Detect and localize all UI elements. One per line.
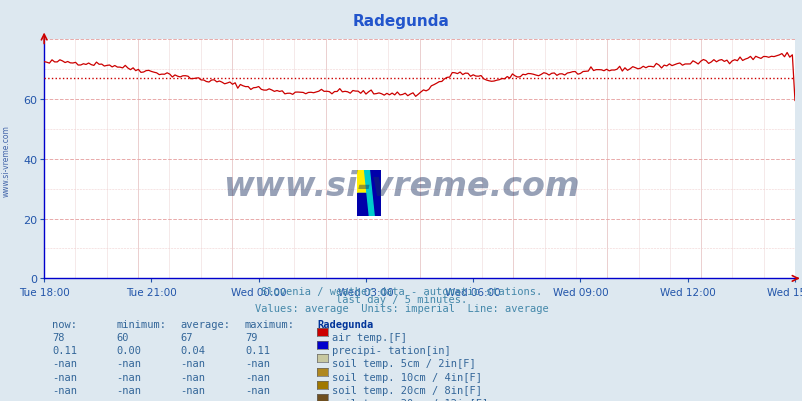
Text: -nan: -nan [245, 358, 269, 369]
Text: -nan: -nan [52, 385, 77, 395]
Text: soil temp. 30cm / 12in[F]: soil temp. 30cm / 12in[F] [331, 398, 488, 401]
Text: -nan: -nan [245, 385, 269, 395]
Text: 60: 60 [116, 332, 129, 342]
Text: www.si-vreme.com: www.si-vreme.com [2, 125, 11, 196]
Polygon shape [357, 170, 381, 217]
Text: 78: 78 [52, 332, 65, 342]
Text: minimum:: minimum: [116, 319, 166, 329]
Text: last day / 5 minutes.: last day / 5 minutes. [335, 295, 467, 305]
Text: -nan: -nan [52, 372, 77, 382]
Text: -nan: -nan [245, 372, 269, 382]
Text: Slovenia / weather data - automatic stations.: Slovenia / weather data - automatic stat… [261, 287, 541, 297]
Text: -nan: -nan [180, 358, 205, 369]
Text: air temp.[F]: air temp.[F] [331, 332, 406, 342]
Text: -nan: -nan [245, 398, 269, 401]
Text: Radegunda: Radegunda [317, 319, 373, 329]
Text: Values: average  Units: imperial  Line: average: Values: average Units: imperial Line: av… [254, 303, 548, 313]
Polygon shape [364, 170, 374, 217]
Polygon shape [357, 170, 369, 193]
Text: -nan: -nan [180, 372, 205, 382]
Text: 0.11: 0.11 [245, 345, 269, 355]
Text: soil temp. 20cm / 8in[F]: soil temp. 20cm / 8in[F] [331, 385, 481, 395]
Text: average:: average: [180, 319, 230, 329]
Text: soil temp. 5cm / 2in[F]: soil temp. 5cm / 2in[F] [331, 358, 475, 369]
Text: -nan: -nan [52, 358, 77, 369]
Text: soil temp. 10cm / 4in[F]: soil temp. 10cm / 4in[F] [331, 372, 481, 382]
Text: -nan: -nan [180, 385, 205, 395]
Text: now:: now: [52, 319, 77, 329]
Text: -nan: -nan [180, 398, 205, 401]
Text: 67: 67 [180, 332, 193, 342]
Text: 79: 79 [245, 332, 257, 342]
Text: 0.04: 0.04 [180, 345, 205, 355]
Text: -nan: -nan [116, 358, 141, 369]
Text: -nan: -nan [52, 398, 77, 401]
Text: maximum:: maximum: [245, 319, 294, 329]
Text: precipi- tation[in]: precipi- tation[in] [331, 345, 450, 355]
Polygon shape [357, 193, 369, 217]
Text: -nan: -nan [116, 385, 141, 395]
Text: -nan: -nan [116, 372, 141, 382]
Text: 0.00: 0.00 [116, 345, 141, 355]
Text: -nan: -nan [116, 398, 141, 401]
Text: Radegunda: Radegunda [353, 14, 449, 29]
Text: www.si-vreme.com: www.si-vreme.com [223, 170, 579, 203]
Text: 0.11: 0.11 [52, 345, 77, 355]
